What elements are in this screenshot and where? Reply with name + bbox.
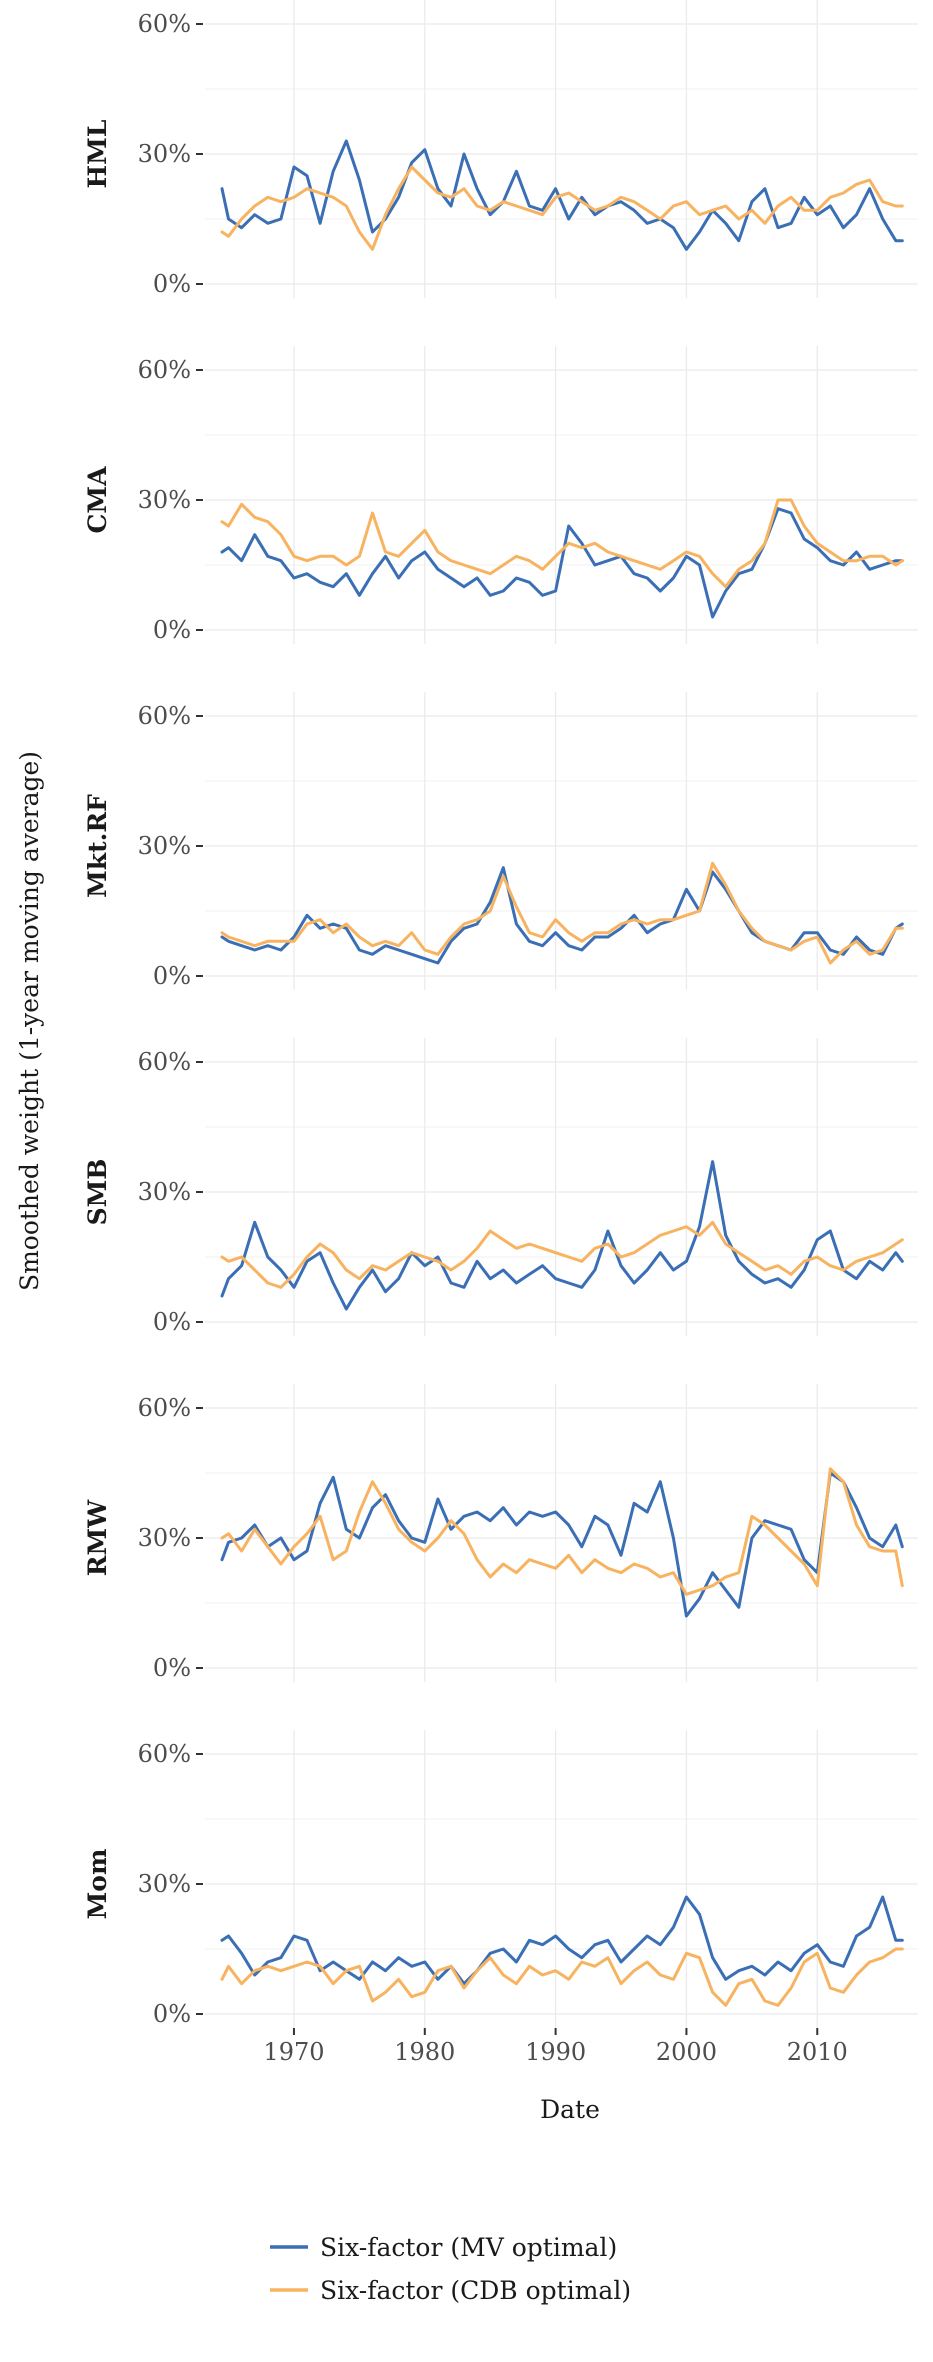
series-line-cdb-optimal (220, 498, 904, 589)
y-tick-label: 60% (138, 702, 191, 730)
y-tick-label: 30% (138, 1178, 191, 1206)
series-line-cdb-optimal (220, 165, 904, 251)
x-tick-label: 1990 (525, 2038, 586, 2066)
series-line-mv-optimal (220, 507, 904, 619)
facet-mkt-rf: 0% 30% 60% Mkt.RF (83, 692, 918, 990)
series-line-cdb-optimal (220, 1947, 904, 2007)
y-tick-label: 0% (153, 2000, 191, 2028)
y-tick-label: 30% (138, 832, 191, 860)
y-tick-label: 60% (138, 1394, 191, 1422)
facet-smb: 0% 30% 60% SMB (83, 1038, 918, 1336)
x-tick-label: 1970 (263, 2038, 324, 2066)
facet-label: RMW (83, 1499, 112, 1576)
facet-hml: 0% 30% 60% HML (83, 0, 918, 298)
x-tick-label: 2000 (656, 2038, 717, 2066)
y-tick-label: 0% (153, 1654, 191, 1682)
y-tick-label: 60% (138, 1740, 191, 1768)
y-tick-label: 0% (153, 270, 191, 298)
x-tick-label: 1980 (394, 2038, 455, 2066)
series-line-mv-optimal (220, 1160, 904, 1311)
legend: Six-factor (MV optimal) Six-factor (CDB … (270, 2233, 631, 2305)
y-tick-label: 30% (138, 1870, 191, 1898)
facet-mom: 0% 30% 60% Mom 1970 1980 1990 2000 2010 (83, 1730, 918, 2066)
series-line-mv-optimal (220, 1895, 904, 1986)
facet-label: Mkt.RF (83, 794, 112, 898)
y-tick-label: 0% (153, 616, 191, 644)
y-tick-label: 30% (138, 486, 191, 514)
x-tick-label: 2010 (787, 2038, 848, 2066)
series-line-mv-optimal (220, 139, 904, 251)
legend-label-cdb: Six-factor (CDB optimal) (320, 2276, 631, 2305)
y-tick-label: 30% (138, 1524, 191, 1552)
y-tick-label: 60% (138, 356, 191, 384)
series-line-cdb-optimal (220, 1220, 904, 1289)
y-tick-label: 60% (138, 10, 191, 38)
x-axis-title: Date (540, 2095, 600, 2124)
facet-label: CMA (83, 466, 112, 534)
facet-label: Mom (83, 1849, 112, 1920)
y-tick-label: 30% (138, 140, 191, 168)
series-line-cdb-optimal (220, 1467, 904, 1596)
y-tick-label: 0% (153, 1308, 191, 1336)
y-axis-title: Smoothed weight (1-year moving average) (15, 751, 44, 1291)
facet-panels: 0% 30% 60% HML 0% 30% 60% CMA 0% 30% 60% Mkt.RF 0% 30… (83, 0, 918, 2066)
y-tick-label: 60% (138, 1048, 191, 1076)
series-line-cdb-optimal (220, 861, 904, 965)
legend-label-mv: Six-factor (MV optimal) (320, 2233, 617, 2262)
facet-rmw: 0% 30% 60% RMW (83, 1384, 918, 1682)
y-tick-label: 0% (153, 962, 191, 990)
facet-label: SMB (83, 1159, 112, 1226)
facet-label: HML (83, 119, 112, 188)
series-line-mv-optimal (220, 1471, 904, 1618)
series-line-mv-optimal (220, 866, 904, 965)
facet-cma: 0% 30% 60% CMA (83, 346, 918, 644)
